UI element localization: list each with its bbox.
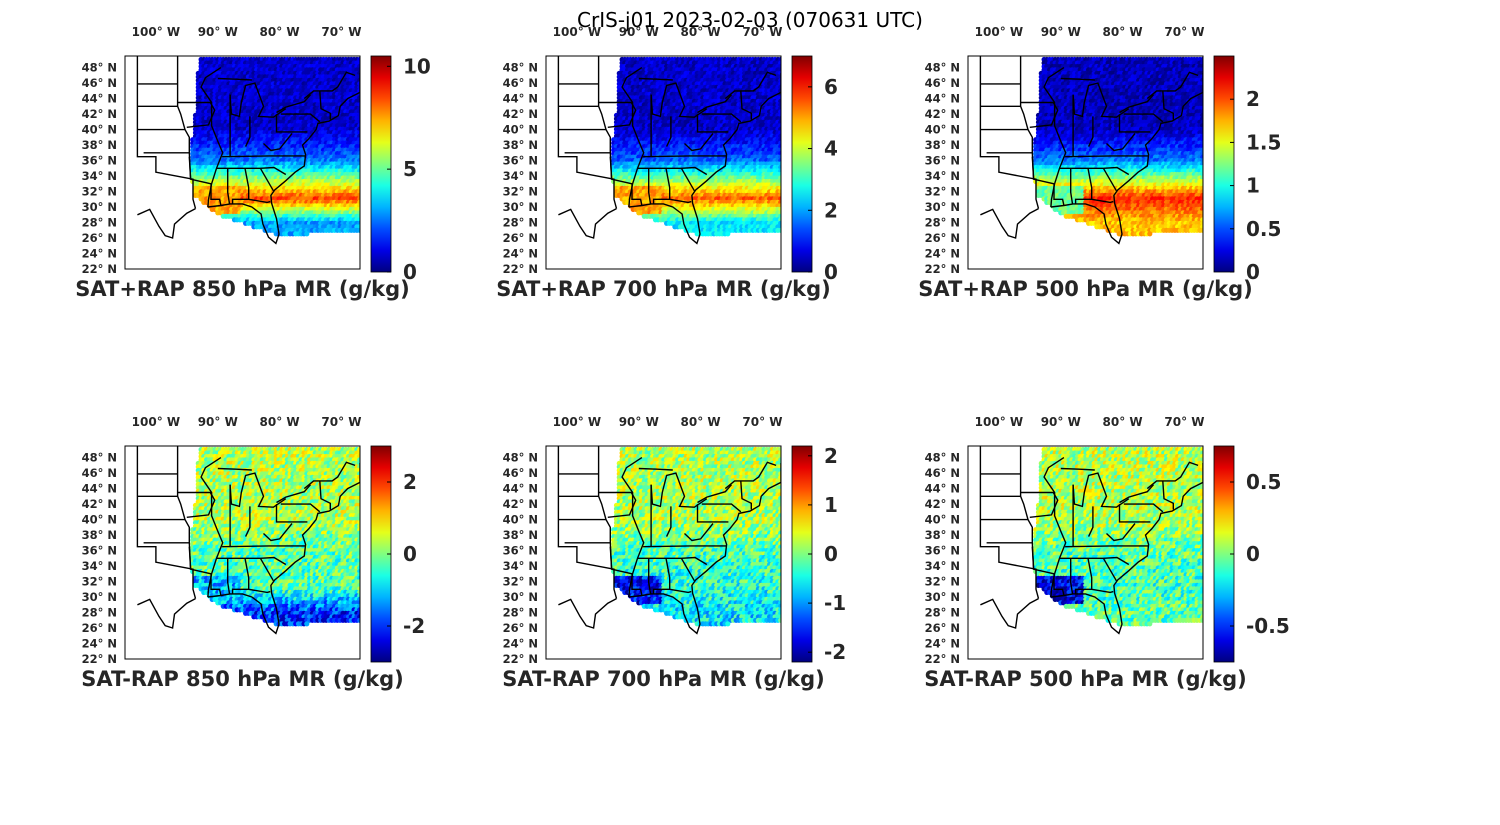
lat-tick-label: 44° N [82,92,117,106]
lat-tick-label: 22° N [82,262,117,276]
boundary-line [259,167,275,192]
boundary-line [217,77,252,81]
colorbar-tick-label: 5 [403,157,417,181]
boundary-line [177,101,216,128]
lat-tick-label: 48° N [82,61,117,75]
boundary-line [275,114,308,133]
lat-tick-label: 38° N [82,138,117,152]
boundary-line [319,90,331,120]
boundary-line [176,56,192,180]
map-panel-2: 100° W 90° W 80° W 70° W 48° N 46° N 44° N 42° … [476,16,866,326]
boundary-line [137,207,196,239]
boundary-line [222,155,306,158]
lat-tick-label: 42° N [82,107,117,121]
boundary-line [248,198,271,204]
lat-tick-label: 40° N [82,123,117,137]
lon-tick-label: 80° W [260,25,300,39]
map-axes: 100° W 90° W 80° W 70° W48° N46° N44° N42° … [503,25,838,284]
lat-tick-label: 34° N [82,169,117,183]
boundary-line [207,73,360,245]
figure-title: CrIS-j01 2023-02-03 (070631 UTC) [577,8,923,32]
boundary-line [227,168,231,205]
lon-tick-label: 90° W [198,25,238,39]
boundary-line [244,116,251,147]
boundary-line [280,113,321,123]
lat-tick-label: 24° N [82,247,117,261]
lat-tick-label: 30° N [82,200,117,214]
colorbar-tick-label: 10 [403,54,431,78]
boundary-line [188,156,222,206]
lon-tick-label: 70° W [321,25,361,39]
lat-tick-label: 46° N [82,76,117,90]
data-point [304,231,310,237]
boundary-line [136,56,197,209]
map-axes: 100° W 90° W 80° W 70° W 48° N46° N 44° N42° … [82,25,431,284]
lat-tick-label: 32° N [82,185,117,199]
data-point [357,227,360,233]
boundary-line [229,82,287,118]
lat-tick-label: 36° N [82,154,117,168]
lat-tick-label: 28° N [82,216,117,230]
colorbar-tick-label: 0 [403,260,417,284]
data-swath [190,56,360,237]
boundary-line [276,94,312,114]
panel-title: SAT+RAP 850 hPa MR (g/kg) [75,277,410,301]
boundary-line [263,133,293,152]
lon-tick-label: 100° W [132,25,180,39]
colorbar [370,55,392,273]
boundary-line [303,71,356,100]
data-swath [611,56,781,237]
lat-tick-label: 26° N [82,231,117,245]
map-panel-1: 100° W 90° W 80° W 70° W 48° N 46° N 44° N 42° … [55,16,445,326]
map-frame [124,55,361,270]
state-boundaries [136,56,360,245]
